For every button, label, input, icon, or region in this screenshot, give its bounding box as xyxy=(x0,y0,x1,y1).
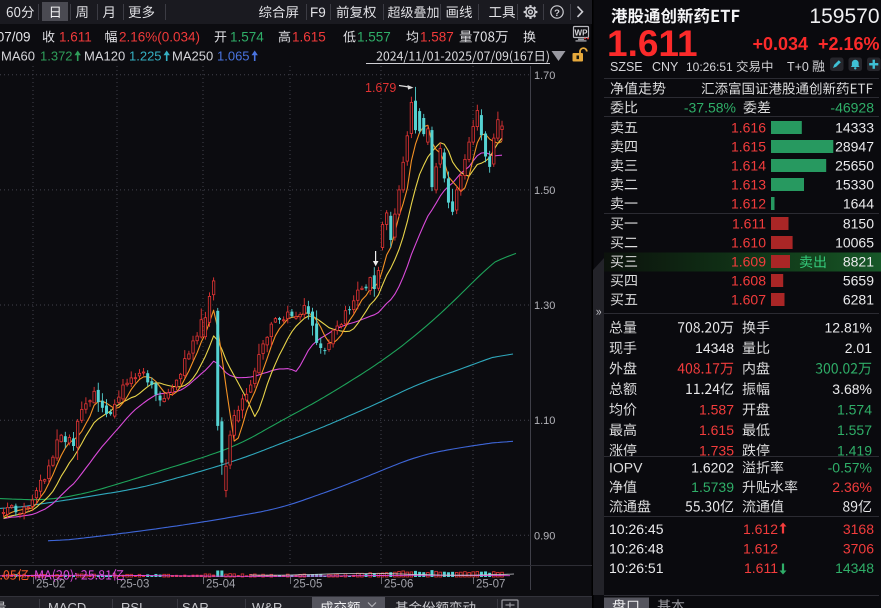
svg-text:1.574: 1.574 xyxy=(230,30,264,45)
svg-text:159570: 159570 xyxy=(809,5,879,28)
svg-text:3706: 3706 xyxy=(843,541,874,557)
svg-text:5659: 5659 xyxy=(843,273,874,289)
svg-text:2.01: 2.01 xyxy=(845,340,872,356)
svg-text:1.557: 1.557 xyxy=(837,422,872,438)
svg-text:14333: 14333 xyxy=(835,120,874,136)
svg-text:1.611: 1.611 xyxy=(744,560,778,576)
svg-text:1.225: 1.225 xyxy=(129,49,162,64)
svg-text:+2.16%: +2.16% xyxy=(818,34,880,54)
svg-text:1.611: 1.611 xyxy=(607,23,698,64)
svg-text:-46928: -46928 xyxy=(830,100,874,116)
svg-text:?: ? xyxy=(554,8,560,19)
svg-text:WP: WP xyxy=(575,29,589,38)
svg-text:1.735: 1.735 xyxy=(699,443,734,459)
svg-text:25-03: 25-03 xyxy=(120,579,149,591)
svg-text:8821: 8821 xyxy=(843,254,874,270)
svg-text:15330: 15330 xyxy=(835,177,874,193)
svg-text:14348: 14348 xyxy=(835,560,874,576)
svg-text:1.610: 1.610 xyxy=(731,235,766,251)
svg-text:10:26:51: 10:26:51 xyxy=(686,60,733,74)
svg-text:25-04: 25-04 xyxy=(206,579,236,591)
svg-text:1.615: 1.615 xyxy=(292,30,326,45)
svg-text:MACD: MACD xyxy=(48,600,86,608)
svg-text:T+0: T+0 xyxy=(787,60,809,74)
svg-text:28947: 28947 xyxy=(835,139,874,155)
svg-text:10:26:45: 10:26:45 xyxy=(609,521,664,537)
svg-text:1.614: 1.614 xyxy=(731,158,766,174)
svg-text:1.608: 1.608 xyxy=(731,273,766,289)
svg-text:1.615: 1.615 xyxy=(731,139,766,155)
svg-text:1.065: 1.065 xyxy=(217,49,250,64)
svg-text:1.616: 1.616 xyxy=(731,120,766,136)
svg-text:1.6202: 1.6202 xyxy=(691,460,734,476)
svg-text:1.615: 1.615 xyxy=(699,422,734,438)
svg-text:1.611: 1.611 xyxy=(59,30,92,45)
svg-text:12.81%: 12.81% xyxy=(825,320,872,336)
svg-text:07/09: 07/09 xyxy=(0,30,30,45)
svg-text:10065: 10065 xyxy=(835,235,874,251)
svg-text:1.611: 1.611 xyxy=(732,216,766,232)
svg-text:1.609: 1.609 xyxy=(731,254,766,270)
svg-text:1.30: 1.30 xyxy=(534,300,555,312)
svg-text:1.607: 1.607 xyxy=(731,292,766,308)
svg-text:1.10: 1.10 xyxy=(534,415,555,427)
svg-text:1.372: 1.372 xyxy=(40,49,73,64)
svg-text:0.90: 0.90 xyxy=(534,530,555,542)
svg-text:MA60: MA60 xyxy=(1,49,35,64)
svg-text:1.613: 1.613 xyxy=(731,177,766,193)
svg-text:10:26:51: 10:26:51 xyxy=(609,560,664,576)
svg-text:25-02: 25-02 xyxy=(36,579,65,591)
svg-text:IOPV: IOPV xyxy=(609,460,643,476)
svg-text:F9: F9 xyxy=(310,5,326,20)
svg-text:SZSE: SZSE xyxy=(610,60,643,74)
svg-text:25650: 25650 xyxy=(835,158,874,174)
svg-text:+0.034: +0.034 xyxy=(752,34,808,54)
svg-text:SAR: SAR xyxy=(182,600,209,608)
svg-text:1.679: 1.679 xyxy=(365,81,396,95)
svg-text:25-05: 25-05 xyxy=(293,579,322,591)
svg-text:MA120: MA120 xyxy=(84,49,125,64)
svg-text:2.16%(0.034): 2.16%(0.034) xyxy=(119,30,200,45)
svg-text:1.5739: 1.5739 xyxy=(691,479,734,495)
svg-text:1644: 1644 xyxy=(843,196,874,212)
svg-text:6281: 6281 xyxy=(843,292,874,308)
svg-text:1.419: 1.419 xyxy=(837,443,872,459)
svg-text:25-07: 25-07 xyxy=(476,579,505,591)
svg-text:W&R: W&R xyxy=(252,600,282,608)
svg-text:1.70: 1.70 xyxy=(534,70,555,82)
svg-text:-0.57%: -0.57% xyxy=(828,460,872,476)
svg-text:2.36%: 2.36% xyxy=(832,479,872,495)
svg-text:3168: 3168 xyxy=(843,521,874,537)
svg-text:14348: 14348 xyxy=(695,340,734,356)
svg-text:1.587: 1.587 xyxy=(699,402,734,418)
svg-text:-37.58%: -37.58% xyxy=(684,100,736,116)
svg-text:1.557: 1.557 xyxy=(357,30,391,45)
svg-text:1.587: 1.587 xyxy=(420,30,454,45)
svg-text:1.612: 1.612 xyxy=(731,196,766,212)
svg-text:1.574: 1.574 xyxy=(837,402,872,418)
svg-text:1.50: 1.50 xyxy=(534,185,555,197)
svg-text:CNY: CNY xyxy=(652,60,679,74)
svg-text:1.612: 1.612 xyxy=(743,521,778,537)
svg-text:MA250: MA250 xyxy=(172,49,213,64)
svg-text:8150: 8150 xyxy=(843,216,874,232)
svg-text:1.612: 1.612 xyxy=(743,541,778,557)
svg-text:25-06: 25-06 xyxy=(384,579,413,591)
svg-text:10:26:48: 10:26:48 xyxy=(609,541,664,557)
svg-text:3.68%: 3.68% xyxy=(832,381,872,397)
svg-text:RSI: RSI xyxy=(121,600,143,608)
